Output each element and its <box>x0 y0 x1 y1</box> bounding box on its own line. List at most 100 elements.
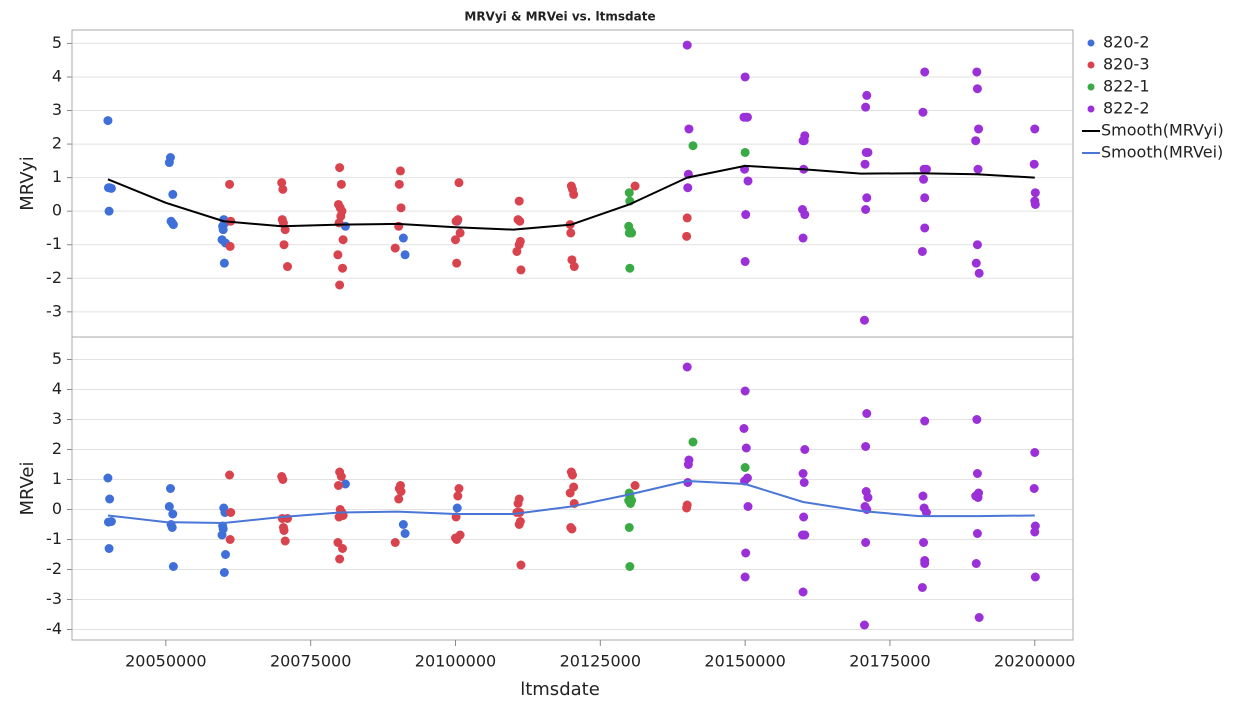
point <box>798 587 808 597</box>
point <box>279 240 289 250</box>
point <box>338 235 348 245</box>
point <box>741 443 751 453</box>
point <box>1030 448 1040 457</box>
point <box>168 562 178 571</box>
legend-marker <box>1087 83 1095 91</box>
point <box>1029 484 1039 493</box>
point <box>798 233 808 243</box>
point <box>917 246 927 256</box>
point <box>740 72 750 82</box>
point <box>452 503 462 513</box>
point <box>918 491 928 501</box>
point <box>226 508 236 517</box>
point <box>225 241 235 251</box>
point <box>682 40 692 50</box>
point <box>396 203 406 213</box>
point <box>740 572 750 582</box>
point <box>740 147 750 157</box>
point <box>859 620 869 630</box>
y-tick-label: 0 <box>52 499 62 518</box>
point <box>683 183 693 193</box>
point <box>920 416 930 426</box>
point <box>918 107 928 117</box>
point <box>450 235 460 245</box>
point <box>398 520 408 529</box>
y-tick-label: 2 <box>52 134 62 153</box>
point <box>333 481 343 490</box>
point <box>280 536 290 546</box>
point <box>921 164 931 174</box>
point <box>920 67 930 77</box>
point <box>863 147 873 157</box>
point <box>863 493 873 502</box>
x-tick-label: 20100000 <box>415 652 496 671</box>
y-tick-label: 3 <box>52 409 62 428</box>
point <box>164 502 174 511</box>
point <box>103 183 113 193</box>
point <box>862 409 872 418</box>
point <box>684 124 694 134</box>
point <box>164 158 174 168</box>
point <box>861 442 871 451</box>
legend-marker <box>1087 39 1095 47</box>
point <box>741 210 751 220</box>
y-tick-label: 0 <box>52 201 62 220</box>
point <box>682 213 692 223</box>
y-axis-label: MRVei <box>17 461 38 515</box>
point <box>971 136 981 146</box>
point <box>682 231 692 241</box>
point <box>860 159 870 169</box>
point <box>861 102 871 112</box>
point <box>282 262 292 272</box>
point <box>335 280 345 290</box>
point <box>516 560 526 570</box>
y-tick-label: 3 <box>52 100 62 119</box>
point <box>974 124 984 134</box>
y-tick-label: 5 <box>52 349 62 368</box>
point <box>1030 199 1040 209</box>
point <box>971 258 981 268</box>
point <box>219 568 229 577</box>
point <box>452 535 462 544</box>
point <box>630 481 640 490</box>
x-tick-label: 20050000 <box>125 652 206 671</box>
point <box>512 246 522 256</box>
point <box>168 509 178 519</box>
y-tick-label: 4 <box>52 66 62 85</box>
point <box>683 460 693 469</box>
point <box>688 437 698 447</box>
point <box>919 174 929 184</box>
point <box>338 263 348 273</box>
point <box>920 559 930 568</box>
y-tick-label: -2 <box>46 268 62 287</box>
point <box>338 544 348 553</box>
point <box>972 67 982 77</box>
point <box>798 469 808 478</box>
x-tick-label: 20200000 <box>994 652 1075 671</box>
smooth-line <box>107 164 1035 231</box>
point <box>630 181 640 191</box>
point <box>565 488 575 498</box>
legend-marker <box>1087 61 1095 69</box>
point <box>972 240 982 250</box>
point <box>917 583 927 592</box>
point <box>390 538 400 547</box>
point <box>973 164 983 174</box>
point <box>218 225 228 235</box>
point <box>394 494 404 504</box>
point <box>682 362 692 372</box>
y-tick-label: -3 <box>46 589 62 608</box>
y-tick-label: -2 <box>46 559 62 578</box>
point <box>334 218 344 228</box>
point <box>452 258 462 268</box>
point <box>567 524 577 534</box>
x-tick-label: 20175000 <box>849 652 930 671</box>
point <box>400 529 410 538</box>
point <box>390 243 400 253</box>
point <box>972 415 982 424</box>
point <box>862 193 872 203</box>
point <box>104 544 114 553</box>
legend-label: 820-2 <box>1103 33 1150 52</box>
